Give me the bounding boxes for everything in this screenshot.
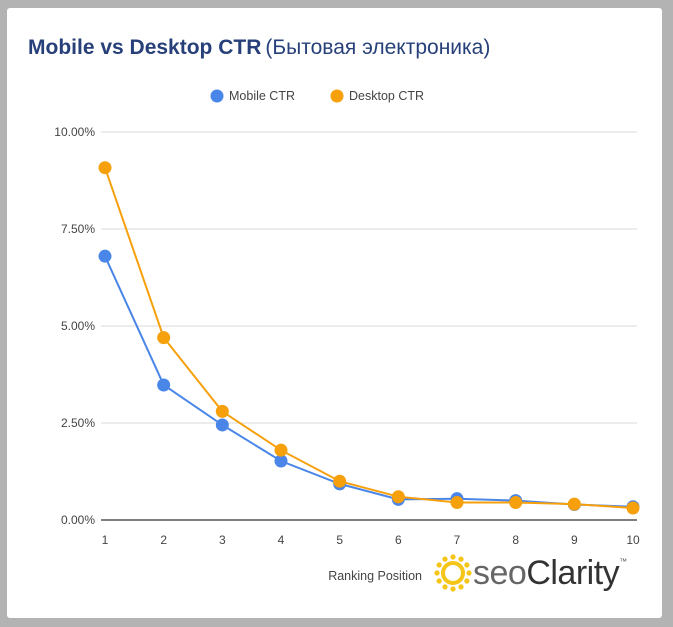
legend-marker — [330, 89, 344, 103]
chart-title-sub: (Бытовая электроника) — [265, 36, 491, 59]
y-tick-label: 10.00% — [54, 125, 95, 139]
series-line — [104, 255, 634, 508]
y-tick-label: 2.50% — [61, 416, 95, 430]
series-group — [98, 161, 640, 515]
sun-ray — [436, 562, 442, 568]
sun-icon — [434, 554, 472, 592]
data-point — [450, 496, 464, 510]
series-desktop-ctr — [98, 161, 640, 515]
x-tick-label: 3 — [219, 533, 226, 547]
chart-card: Mobile vs Desktop CTR (Бытовая электроник… — [7, 8, 662, 618]
chart-title-main: Mobile vs Desktop CTR — [28, 36, 262, 59]
sun-ray — [436, 578, 442, 584]
sun-ray — [442, 556, 448, 562]
y-axis-ticks: 0.00% 2.50% 5.00% 7.50% 10.00% — [54, 125, 95, 527]
y-tick-label: 0.00% — [61, 513, 95, 527]
x-tick-label: 10 — [626, 533, 640, 547]
x-tick-label: 1 — [102, 533, 109, 547]
x-tick-label: 6 — [395, 533, 402, 547]
data-point — [157, 331, 171, 345]
data-point — [98, 161, 112, 175]
series-mobile-ctr — [98, 249, 640, 514]
data-point — [98, 249, 112, 263]
x-tick-label: 2 — [160, 533, 167, 547]
data-point — [274, 443, 288, 457]
data-point — [567, 497, 581, 511]
data-point — [274, 454, 288, 468]
y-tick-label: 5.00% — [61, 319, 95, 333]
x-tick-label: 8 — [512, 533, 519, 547]
x-axis-label: Ranking Position — [328, 569, 422, 583]
data-point — [157, 378, 171, 392]
sun-ray — [434, 570, 440, 576]
x-tick-label: 4 — [278, 533, 285, 547]
x-axis-ticks: 1 2 3 4 5 6 7 8 9 10 — [102, 533, 640, 547]
legend-label: Mobile CTR — [229, 89, 295, 103]
sun-ray — [450, 554, 456, 560]
legend: Mobile CTR Desktop CTR — [210, 89, 424, 103]
sun-ray — [458, 556, 464, 562]
legend-label: Desktop CTR — [349, 89, 424, 103]
sun-ray — [464, 562, 470, 568]
data-point — [391, 490, 405, 504]
line-chart: 0.00% 2.50% 5.00% 7.50% 10.00% 1 2 3 4 5 6 7 8 9 10 M… — [54, 89, 640, 583]
data-point — [333, 474, 347, 488]
logo-name: Clarity — [526, 553, 620, 592]
sun-ray — [466, 570, 472, 576]
seoclarity-logo: seoClarity ™ — [433, 553, 627, 593]
data-point — [215, 404, 229, 418]
sun-ray — [464, 578, 470, 584]
logo-prefix: seo — [473, 553, 527, 592]
gridlines — [101, 131, 637, 521]
legend-marker — [210, 89, 224, 103]
logo-wordmark: seoClarity — [473, 553, 620, 593]
series-line — [104, 167, 634, 509]
data-point — [215, 418, 229, 432]
sun-ray — [450, 586, 456, 592]
x-tick-label: 7 — [454, 533, 461, 547]
data-point — [509, 496, 523, 510]
sun-ray — [458, 584, 464, 590]
logo-trademark: ™ — [619, 557, 628, 566]
y-tick-label: 7.50% — [61, 222, 95, 236]
sun-ray — [442, 584, 448, 590]
data-point — [626, 501, 640, 515]
x-tick-label: 9 — [571, 533, 578, 547]
chart-title: Mobile vs Desktop CTR (Бытовая электроник… — [28, 36, 490, 60]
x-tick-label: 5 — [336, 533, 343, 547]
